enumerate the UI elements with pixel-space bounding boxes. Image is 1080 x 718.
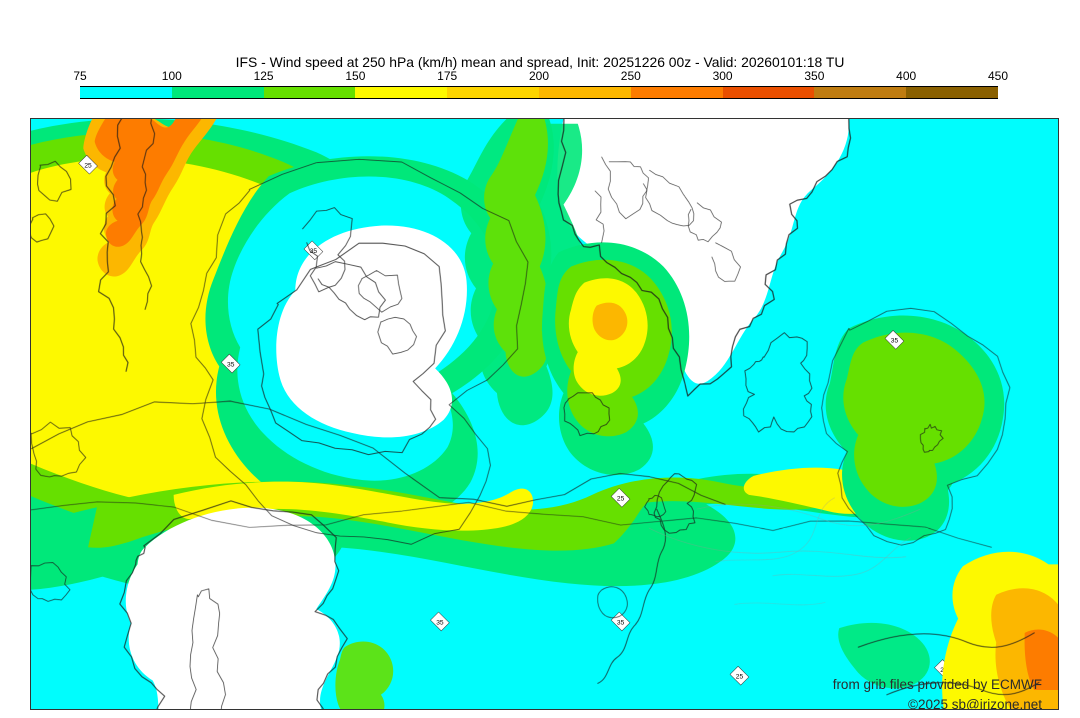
svg-text:25: 25 <box>736 674 744 681</box>
svg-text:25: 25 <box>617 496 625 503</box>
svg-text:35: 35 <box>617 619 625 626</box>
svg-text:35: 35 <box>436 619 444 626</box>
svg-text:25: 25 <box>84 163 92 170</box>
svg-text:35: 35 <box>227 361 235 368</box>
svg-text:35: 35 <box>891 338 899 345</box>
